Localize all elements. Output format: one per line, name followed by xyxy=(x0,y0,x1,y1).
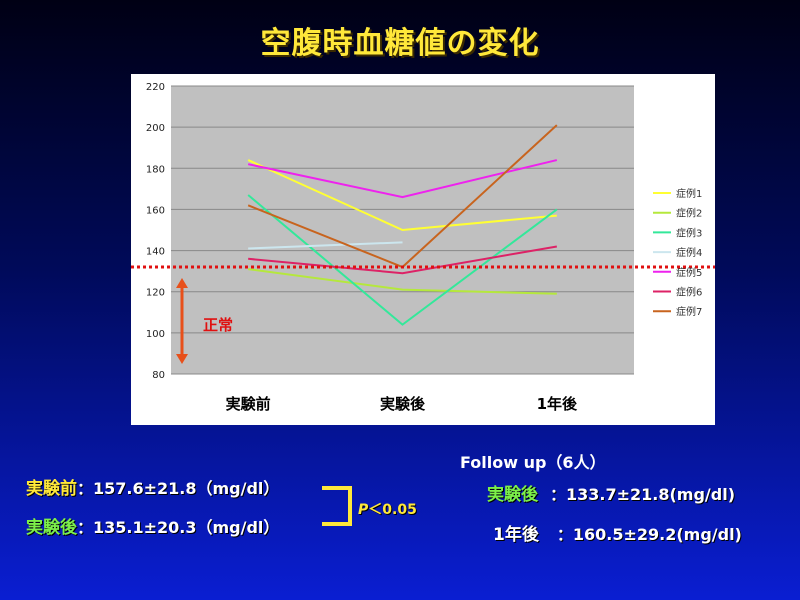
normal-range-arrow xyxy=(176,278,188,364)
chart-panel: 80 100 120 140 160 180 200 220 実験前 実験後 1年後 症例1 症例2… xyxy=(131,74,715,425)
p-threshold: ＜0.05 xyxy=(368,502,417,518)
followup-title: Follow up（6人） xyxy=(460,453,606,472)
p-value: P＜0.05 xyxy=(358,499,417,519)
legend-label-7: 症例7 xyxy=(676,305,702,318)
significance-bracket xyxy=(322,486,352,526)
series-line-3 xyxy=(247,194,558,326)
y-tick-label: 100 xyxy=(146,329,165,340)
stat-before-value: ：157.6±21.8（mg/dl） xyxy=(77,479,280,498)
stat-after: 実験後：135.1±20.3（mg/dl） xyxy=(26,513,279,538)
stat-after-value: ：135.1±20.3（mg/dl） xyxy=(77,518,280,537)
series-line-4 xyxy=(248,241,403,250)
followup-year-value: ：160.5±29.2(mg/dl) xyxy=(556,525,742,544)
followup-year: 1年後 ：160.5±29.2(mg/dl) xyxy=(493,520,742,545)
legend-label-1: 症例1 xyxy=(676,187,702,200)
stat-before-label: 実験前 xyxy=(26,479,77,499)
series-line-6 xyxy=(248,245,558,275)
x-category-label: 実験前 xyxy=(226,395,271,413)
followup-year-label: 1年後 xyxy=(493,525,539,545)
legend-label-6: 症例6 xyxy=(676,286,702,299)
series-line-1 xyxy=(247,159,557,232)
legend-label-5: 症例5 xyxy=(676,266,702,279)
followup-after-value: ：133.7±21.8(mg/dl) xyxy=(550,485,736,504)
legend-label-2: 症例2 xyxy=(676,207,702,220)
y-tick-label: 80 xyxy=(152,370,165,381)
series-line-2 xyxy=(248,268,557,295)
y-tick-label: 220 xyxy=(146,82,165,93)
line-chart: 80 100 120 140 160 180 200 220 実験前 実験後 1年後 症例1 症例2… xyxy=(131,82,715,413)
y-tick-label: 140 xyxy=(146,247,165,258)
y-tick-label: 160 xyxy=(146,205,165,216)
p-symbol: P xyxy=(358,502,369,518)
followup-after: 実験後 ：133.7±21.8(mg/dl) xyxy=(487,480,735,505)
followup-after-label: 実験後 xyxy=(487,485,538,505)
stat-after-label: 実験後 xyxy=(26,518,77,538)
x-category-label: 1年後 xyxy=(537,395,578,413)
slide-title: 空腹時血糖値の変化 xyxy=(260,26,540,61)
y-tick-label: 120 xyxy=(146,288,165,299)
stat-before: 実験前：157.6±21.8（mg/dl） xyxy=(26,474,279,499)
y-tick-label: 200 xyxy=(146,123,165,134)
y-tick-label: 180 xyxy=(146,164,165,175)
legend-label-4: 症例4 xyxy=(676,246,702,259)
x-category-label: 実験後 xyxy=(380,395,426,413)
normal-label: 正常 xyxy=(203,316,233,334)
legend-label-3: 症例3 xyxy=(676,226,702,239)
